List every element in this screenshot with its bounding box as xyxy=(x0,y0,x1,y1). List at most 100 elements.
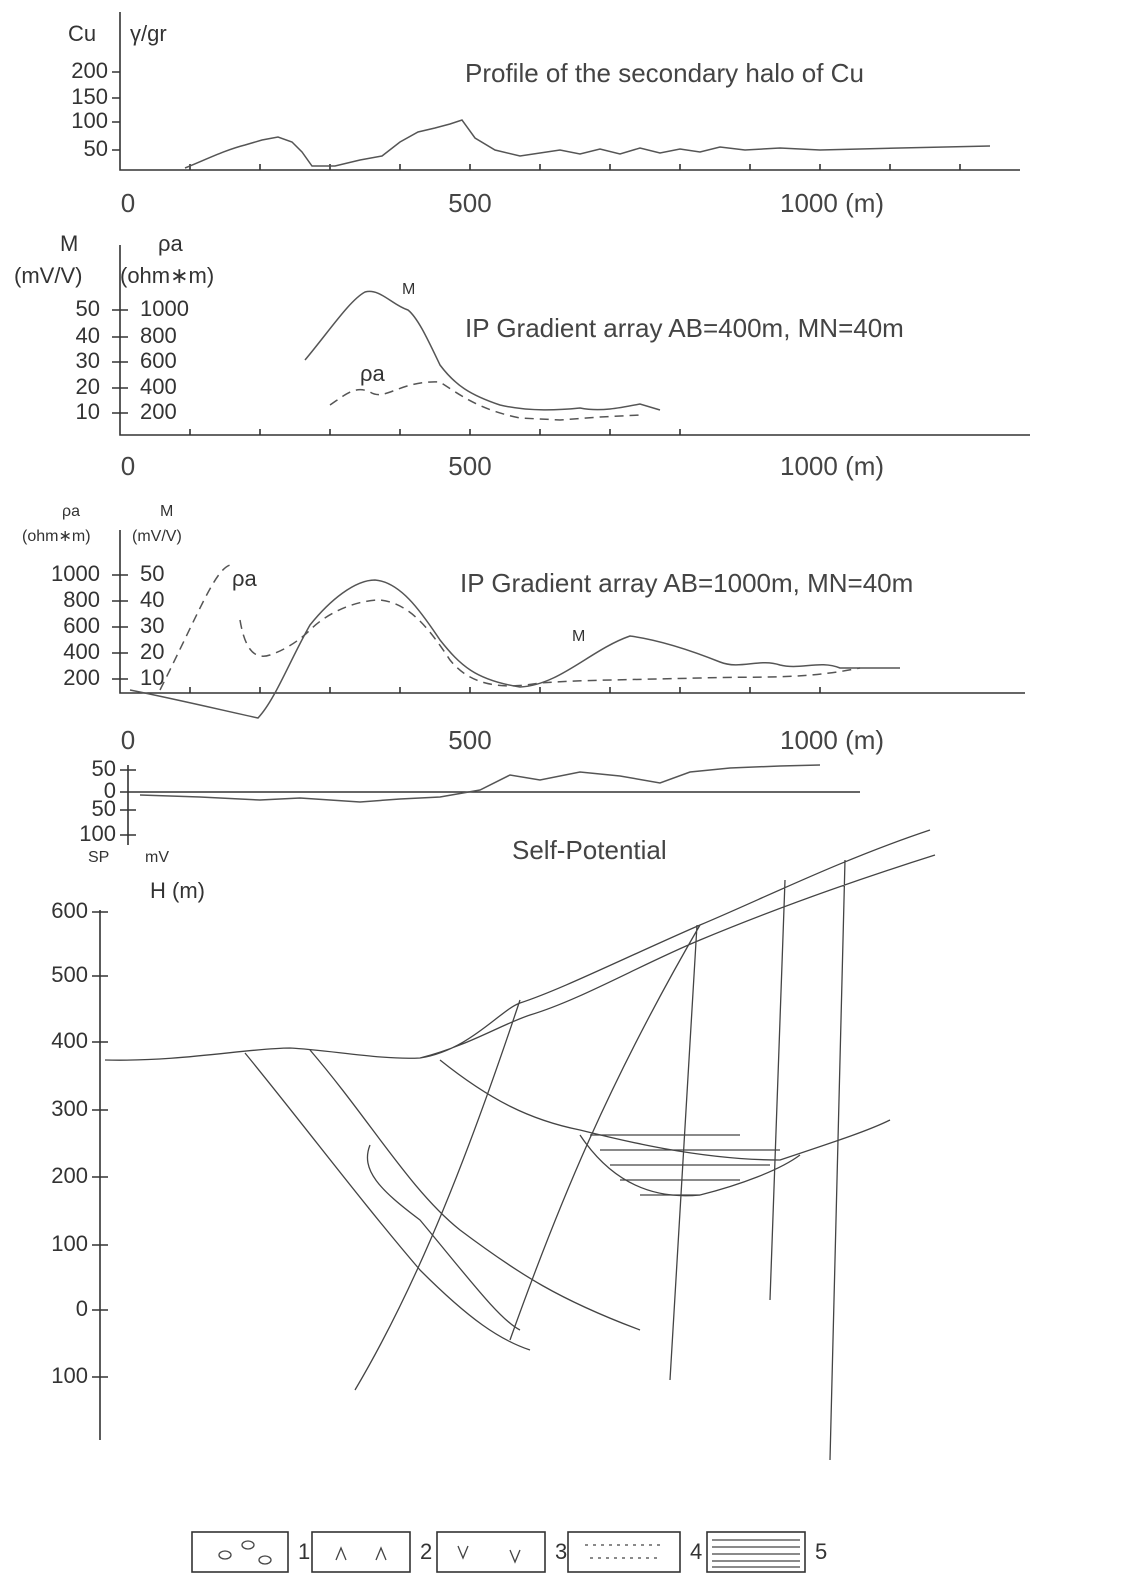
panel-title: Profile of the secondary halo of Cu xyxy=(465,58,864,88)
legend-symbol xyxy=(258,1555,272,1565)
ip1000-panel: ρa (ohm∗m) M (mV/V) IP Gradient array AB… xyxy=(22,503,1025,719)
y-tick-label: 10 xyxy=(76,399,100,424)
y2-tick-label: 800 xyxy=(140,323,177,348)
legend-box xyxy=(706,1531,806,1573)
geology-lines xyxy=(104,829,936,1461)
curve-label: ρa xyxy=(232,566,258,591)
axes xyxy=(112,12,1020,171)
legend-symbol xyxy=(585,1544,665,1559)
legend-label: 1 xyxy=(298,1539,310,1564)
y-tick-label: 300 xyxy=(51,1096,88,1121)
y-label: H (m) xyxy=(150,878,205,903)
y-tick-label: 400 xyxy=(51,1028,88,1053)
axes xyxy=(120,765,860,845)
y-tick-label: 40 xyxy=(76,323,100,348)
y-tick-label: 200 xyxy=(71,58,108,83)
y2-unit: (mV/V) xyxy=(132,528,182,545)
x-tick-label: 1000 (m) xyxy=(780,725,884,755)
legend-box xyxy=(191,1531,289,1573)
y-tick-label: 600 xyxy=(63,613,100,638)
y-unit: (ohm∗m) xyxy=(22,528,91,545)
y-label: Cu xyxy=(68,21,96,46)
y-tick-label: 0 xyxy=(76,1296,88,1321)
legend-symbol xyxy=(241,1540,255,1550)
y-tick-label: 100 xyxy=(51,1231,88,1256)
panel-title: IP Gradient array AB=1000m, MN=40m xyxy=(460,568,913,598)
y2-unit: (ohm∗m) xyxy=(120,263,214,288)
y2-tick-label: 600 xyxy=(140,348,177,373)
sp-panel: SP mV Self-Potential xyxy=(88,764,860,866)
section-panel: H (m) xyxy=(92,829,936,1461)
panel-title: Self-Potential xyxy=(512,835,667,865)
y2-tick-label: 30 xyxy=(140,613,164,638)
axes xyxy=(92,910,108,1440)
y2-tick-label: 40 xyxy=(140,587,164,612)
y2-tick-label: 400 xyxy=(140,374,177,399)
y-label: M xyxy=(60,231,78,256)
x-tick-label: 500 xyxy=(448,725,491,755)
y-tick-label: 50 xyxy=(76,296,100,321)
y-tick-label: 30 xyxy=(76,348,100,373)
y-label: ρa xyxy=(62,503,80,520)
legend-label: 4 xyxy=(690,1539,702,1564)
legend-symbol xyxy=(457,1545,521,1564)
curve-label: M xyxy=(572,628,585,645)
x-tick-label: 0 xyxy=(121,188,135,218)
y-tick-label: 150 xyxy=(71,84,108,109)
y-tick-label: 100 xyxy=(71,108,108,133)
y-unit: mV xyxy=(145,849,169,866)
hatch xyxy=(590,1134,780,1196)
m-curve xyxy=(304,290,661,411)
y2-tick-label: 20 xyxy=(140,639,164,664)
y-tick-label: 800 xyxy=(63,587,100,612)
legend-box xyxy=(567,1531,681,1573)
axes xyxy=(112,530,1025,694)
y-tick-label: 50 xyxy=(92,756,116,781)
y-tick-label: 50 xyxy=(84,136,108,161)
y2-tick-label: 1000 xyxy=(140,296,189,321)
x-tick-label: 1000 (m) xyxy=(780,451,884,481)
sp-curve xyxy=(139,764,821,803)
legend-label: 5 xyxy=(815,1539,827,1564)
curve-label: M xyxy=(402,281,415,298)
legend-label: 3 xyxy=(555,1539,567,1564)
y-tick-label: 100 xyxy=(51,1363,88,1388)
ip400-panel: M (mV/V) ρa (ohm∗m) IP Gradient array AB… xyxy=(14,231,1030,436)
rho-curve xyxy=(329,381,641,421)
y-tick-label: 200 xyxy=(51,1163,88,1188)
y-tick-label: 600 xyxy=(51,898,88,923)
axes xyxy=(112,245,1030,436)
legend-symbol xyxy=(712,1539,800,1568)
y-tick-label: 200 xyxy=(63,665,100,690)
rho-curve xyxy=(159,564,861,691)
m-curve xyxy=(129,579,900,719)
x-tick-label: 1000 (m) xyxy=(780,188,884,218)
halo-curve xyxy=(184,119,991,169)
y-tick-label: 100 xyxy=(79,821,116,846)
y2-label: ρa xyxy=(158,231,184,256)
y-label: SP xyxy=(88,849,109,866)
legend-symbol xyxy=(335,1546,387,1561)
y-tick-label: 0 xyxy=(104,778,116,803)
halo-panel: Cu γ/gr Profile of the secondary halo of… xyxy=(68,12,1020,171)
y-unit: γ/gr xyxy=(130,21,167,46)
y-tick-label: 20 xyxy=(76,374,100,399)
x-tick-label: 500 xyxy=(448,188,491,218)
x-tick-label: 0 xyxy=(121,451,135,481)
x-tick-label: 0 xyxy=(121,725,135,755)
legend-symbol xyxy=(218,1550,232,1560)
legend xyxy=(191,1531,806,1573)
y2-label: M xyxy=(160,503,173,520)
y-tick-label: 50 xyxy=(92,796,116,821)
legend-label: 2 xyxy=(420,1539,432,1564)
panel-title: IP Gradient array AB=400m, MN=40m xyxy=(465,313,904,343)
y2-tick-label: 200 xyxy=(140,399,177,424)
y2-tick-label: 10 xyxy=(140,665,164,690)
x-tick-label: 500 xyxy=(448,451,491,481)
y-unit: (mV/V) xyxy=(14,263,82,288)
legend-box xyxy=(311,1531,411,1573)
legend-box xyxy=(436,1531,546,1573)
curve-label: ρa xyxy=(360,361,386,386)
y-tick-label: 1000 xyxy=(51,561,100,586)
y-tick-label: 500 xyxy=(51,962,88,987)
